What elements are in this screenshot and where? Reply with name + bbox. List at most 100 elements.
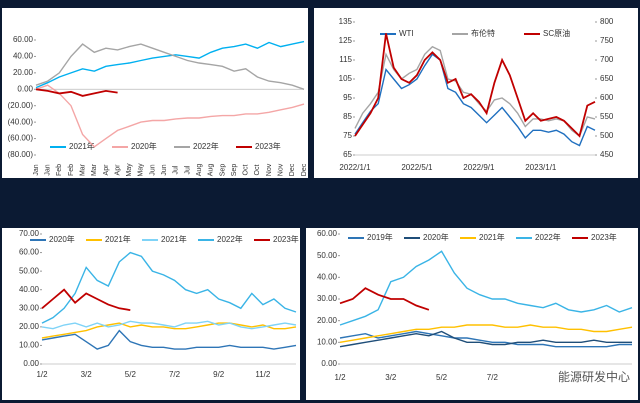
y-tick-label: 50.00 (317, 251, 338, 260)
x-tick-label: 1/2 (36, 370, 48, 379)
y-tick-label: 20.00 (13, 68, 34, 77)
series-line (35, 84, 305, 148)
x-tick-label: Sep (231, 164, 238, 177)
x-tick-label: Jun (161, 164, 168, 175)
y2-tick-label: 650 (600, 74, 614, 83)
y2-tick-label: 500 (600, 131, 614, 140)
x-tick-label: Jul (184, 165, 191, 174)
x-tick-label: 2023/1/1 (525, 163, 557, 172)
y-tick-label: 60.00 (317, 229, 338, 238)
y-tick-label: 20.00 (317, 316, 338, 325)
x-tick-label: 3/2 (81, 370, 93, 379)
series-line (339, 287, 430, 311)
y-tick-label: 0.00 (17, 84, 33, 93)
legend-label: 2023年 (273, 234, 299, 244)
x-tick-label: Nov (266, 163, 273, 176)
y-tick-label: 50.00 (19, 266, 40, 275)
x-tick-label: Aug (196, 164, 203, 177)
y-tick-label: 70.00 (19, 229, 40, 238)
x-tick-label: Oct (243, 165, 250, 176)
x-tick-label: Jun (149, 164, 156, 175)
legend-label: 2022年 (535, 232, 561, 242)
x-tick-label: Feb (68, 164, 75, 176)
panel (314, 8, 638, 178)
legend-label: 2023年 (255, 141, 281, 151)
x-tick-label: Nov (278, 163, 285, 176)
panel (306, 228, 638, 400)
y-tick-label: (60.00) (8, 134, 34, 143)
y-tick-label: 40.00 (317, 272, 338, 281)
legend-label: 2022年 (217, 234, 243, 244)
y-tick-label: 85 (343, 112, 352, 121)
series-line (354, 33, 596, 138)
legend-label: 2019年 (367, 232, 393, 242)
y2-tick-label: 700 (600, 55, 614, 64)
y-tick-label: 30.00 (317, 294, 338, 303)
x-tick-label: Dec (301, 163, 308, 176)
y-tick-label: 95 (343, 93, 352, 102)
panel (2, 228, 300, 400)
x-tick-label: May (126, 163, 133, 177)
y-tick-label: 125 (339, 36, 353, 45)
x-tick-label: Aug (208, 164, 215, 177)
legend-label: 2020年 (49, 234, 75, 244)
x-tick-label: 3/2 (385, 373, 397, 382)
watermark: 能源研发中心 (558, 369, 630, 384)
legend-label: 2020年 (131, 141, 157, 151)
x-tick-label: May (138, 163, 145, 177)
y-tick-label: 10.00 (19, 341, 40, 350)
legend-label: 2021年 (105, 234, 131, 244)
series-line (339, 324, 633, 343)
series-line (41, 251, 297, 324)
y-tick-label: 75 (343, 131, 352, 140)
legend-label: WTI (399, 29, 414, 38)
x-tick-label: 5/2 (436, 373, 448, 382)
y-tick-label: (20.00) (8, 101, 34, 110)
series-line (41, 288, 131, 311)
y-tick-label: 40.00 (13, 52, 34, 61)
y-tick-label: 10.00 (317, 337, 338, 346)
x-tick-label: Mar (91, 163, 98, 176)
series-line (339, 250, 633, 326)
series-line (41, 329, 297, 350)
x-tick-label: Apr (114, 164, 121, 176)
legend-label: 2021年 (161, 234, 187, 244)
y-tick-label: (40.00) (8, 117, 34, 126)
legend-label: SC原油 (543, 28, 570, 38)
x-tick-label: Jan (44, 164, 51, 175)
y2-tick-label: 550 (600, 112, 614, 121)
y-tick-label: 60.00 (13, 35, 34, 44)
y2-tick-label: 800 (600, 17, 614, 26)
x-tick-label: 5/2 (125, 370, 137, 379)
y-tick-label: 135 (339, 17, 353, 26)
x-tick-label: 7/2 (169, 370, 181, 379)
x-tick-label: Sep (219, 164, 226, 177)
legend-label: 2021年 (479, 232, 505, 242)
y-tick-label: 115 (339, 55, 352, 64)
y-tick-label: 0.00 (23, 359, 39, 368)
x-tick-label: 1/2 (334, 373, 346, 382)
series-line (35, 40, 305, 89)
y-tick-label: (80.00) (8, 150, 34, 159)
x-tick-label: 9/2 (213, 370, 225, 379)
x-tick-label: 2022/5/1 (401, 163, 433, 172)
x-tick-label: Jan (33, 164, 40, 175)
y2-tick-label: 450 (600, 150, 614, 159)
series-line (35, 43, 305, 90)
y-tick-label: 60.00 (19, 248, 40, 257)
y-tick-label: 0.00 (321, 359, 337, 368)
y-tick-label: 20.00 (19, 322, 40, 331)
series-line (339, 330, 632, 348)
legend-label: 2023年 (591, 232, 617, 242)
series-line (41, 322, 297, 339)
x-tick-label: Apr (103, 164, 110, 176)
y-tick-label: 40.00 (19, 285, 40, 294)
x-tick-label: Oct (254, 165, 261, 176)
series-line (339, 330, 632, 348)
x-tick-label: 2022/9/1 (463, 163, 495, 172)
y-tick-label: 30.00 (19, 303, 40, 312)
legend-label: 2020年 (423, 232, 449, 242)
x-tick-label: 11/2 (255, 370, 271, 379)
legend-label: 2021年 (69, 141, 95, 151)
